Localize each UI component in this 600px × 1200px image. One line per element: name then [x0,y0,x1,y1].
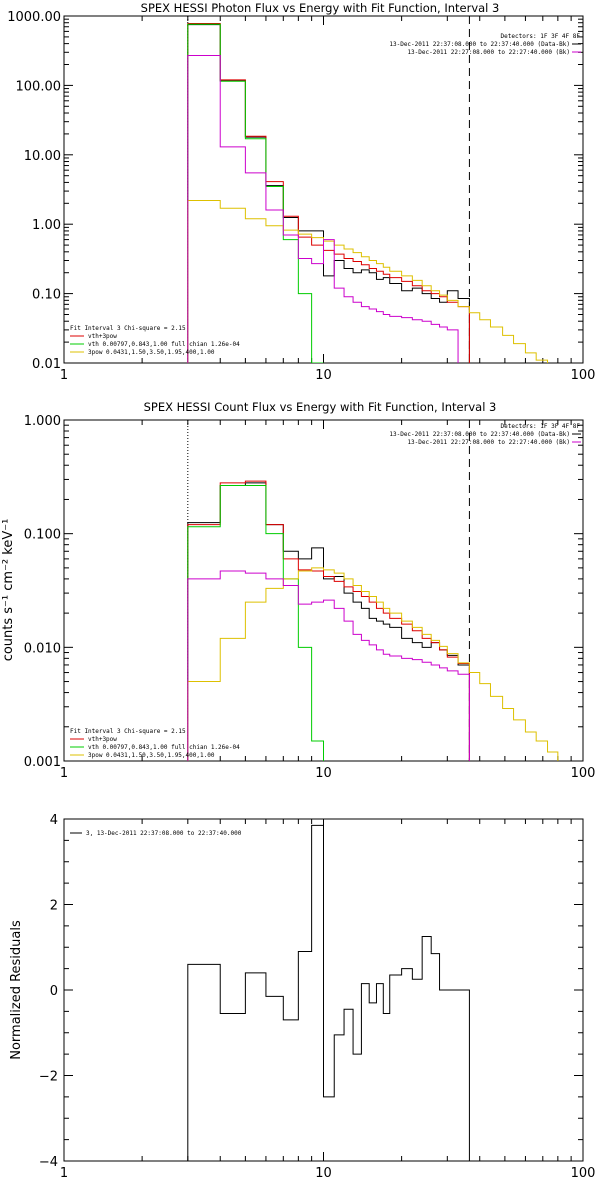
count-flux-pow-label: 3pow 0.0431,1.50,3.50,1.95,400,1.00 [88,752,215,759]
y-tick-label: 0.001 [24,755,61,770]
count-flux-data-interval: 13-Dec-2011 22:37:08.000 to 22:37:40.000… [389,431,570,438]
photon-flux-data-interval: 13-Dec-2011 22:37:08.000 to 22:37:40.000… [389,41,570,48]
photon-flux-pow-label: 3pow 0.0431,1.50,3.50,1.95,400,1.00 [88,349,215,356]
photon-flux-right-legend: Detectors: 1F 3F 4F 8F 13-Dec-2011 22:37… [389,33,581,56]
photon-flux-title: SPEX HESSI Photon Flux vs Energy with Fi… [141,1,500,15]
residuals-ylabel: Normalized Residuals [9,920,24,1060]
x-tick-label: 100 [571,1166,596,1181]
photon-flux-bkg-interval: 13-Dec-2011 22:27:08.000 to 22:27:40.000… [407,49,570,56]
photon-flux-panel: SPEX HESSI Photon Flux vs Energy with Fi… [7,1,596,383]
count-flux-bkg-interval: 13-Dec-2011 22:27:08.000 to 22:27:40.000… [407,439,570,446]
plot-frame [63,419,584,762]
series-fit [187,480,470,761]
count-flux-vth-label: vth 0.00797,0.843,1.00 full chian 1.26e-… [88,744,240,751]
series-powerlaw [187,567,559,761]
series-residuals [187,824,470,1161]
count-flux-fit-label: vth+3pow [88,736,117,743]
y-tick-label: −4 [39,1155,58,1170]
photon-flux-left-legend: Fit Interval 3 Chi-square = 2.15 vth+3po… [70,325,240,356]
residuals-panel: Normalized Residuals 1 10 100 −4 −2 0 2 4 3, 13… [9,813,595,1181]
residuals-legend-label: 3, 13-Dec-2011 22:37:08.000 to 22:37:40.… [86,830,242,837]
y-tick-label: 1.000 [24,414,61,429]
x-tick-label: 1 [60,368,68,383]
count-flux-fit-header: Fit Interval 3 Chi-square = 2.15 [70,728,186,735]
y-tick-label: 10.00 [24,149,61,164]
count-flux-panel: SPEX HESSI Count Flux vs Energy with Fit… [1,400,595,781]
y-tick-label: −2 [39,1070,58,1085]
x-tick-label: 1 [60,1166,68,1181]
count-flux-right-legend: Detectors: 1F 3F 4F 8F 13-Dec-2011 22:37… [389,423,581,446]
count-flux-ylabel: counts s⁻¹ cm⁻² keV⁻¹ [1,519,16,662]
x-tick-label: 10 [315,368,332,383]
series-data [187,24,470,363]
x-tick-label: 1 [60,766,68,781]
y-tick-label: 2 [50,899,58,914]
y-tick-label: 4 [50,813,58,828]
series-vth [187,485,335,761]
residuals-series [187,824,470,1161]
residuals-legend: 3, 13-Dec-2011 22:37:08.000 to 22:37:40.… [70,830,242,837]
count-flux-left-legend: Fit Interval 3 Chi-square = 2.15 vth+3po… [70,728,240,759]
series-fit [187,22,470,363]
x-tick-label: 10 [315,766,332,781]
photon-flux-vth-label: vth 0.00797,0.843,1.00 full chian 1.26e-… [88,341,240,348]
photon-flux-fit-header: Fit Interval 3 Chi-square = 2.15 [70,325,186,332]
series-vth [187,23,324,363]
x-tick-label: 100 [571,368,596,383]
residuals-axes: 1 10 100 −4 −2 0 2 4 [39,813,596,1181]
series-bkg [187,570,470,761]
photon-flux-detectors: Detectors: 1F 3F 4F 8F [501,33,581,40]
x-tick-label: 100 [571,766,596,781]
count-flux-title: SPEX HESSI Count Flux vs Energy with Fit… [144,400,497,414]
y-tick-label: 1.00 [32,218,61,233]
plot-frame [63,15,584,364]
photon-flux-fit-label: vth+3pow [88,333,117,340]
series-bkg [187,54,470,363]
y-tick-label: 0.100 [24,528,61,543]
y-tick-label: 0.01 [32,357,61,372]
count-flux-series [187,480,559,761]
count-flux-detectors: Detectors: 1F 3F 4F 8F [501,423,581,430]
photon-flux-series [187,22,583,363]
x-tick-label: 10 [315,1166,332,1181]
y-tick-label: 0.10 [32,288,61,303]
y-tick-label: 1000.00 [7,10,61,25]
y-tick-label: 100.00 [16,79,62,94]
count-flux-axes: 1 10 100 0.001 0.010 0.100 1.000 [24,414,596,781]
y-tick-label: 0.010 [24,641,61,656]
series-data [187,482,470,761]
series-powerlaw [187,199,583,363]
y-tick-label: 0 [50,984,58,999]
